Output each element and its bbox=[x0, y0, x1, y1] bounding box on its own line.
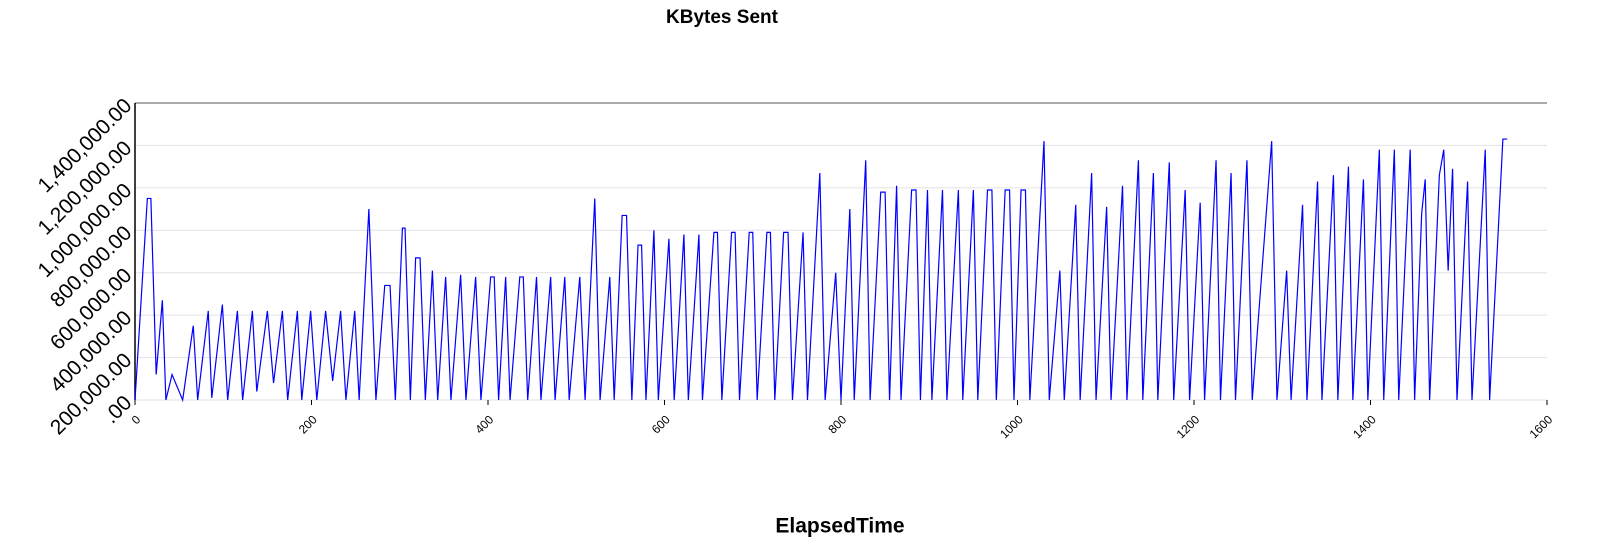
x-tick-label: 1400 bbox=[1350, 412, 1379, 441]
x-tick-label: 400 bbox=[472, 412, 496, 436]
x-tick-label: 1000 bbox=[997, 412, 1026, 441]
x-tick-label: 200 bbox=[296, 412, 320, 436]
y-tick-label: .00 bbox=[100, 391, 137, 428]
chart-title: KBytes Sent bbox=[666, 7, 779, 28]
x-axis-label: ElapsedTime bbox=[775, 515, 904, 538]
x-tick-label: 0 bbox=[129, 412, 144, 427]
x-tick-label: 1600 bbox=[1527, 412, 1556, 441]
x-tick-label: 1200 bbox=[1174, 412, 1203, 441]
x-tick-label: 800 bbox=[825, 412, 849, 436]
data-line bbox=[134, 138, 1508, 403]
x-tick-label: 600 bbox=[649, 412, 673, 436]
